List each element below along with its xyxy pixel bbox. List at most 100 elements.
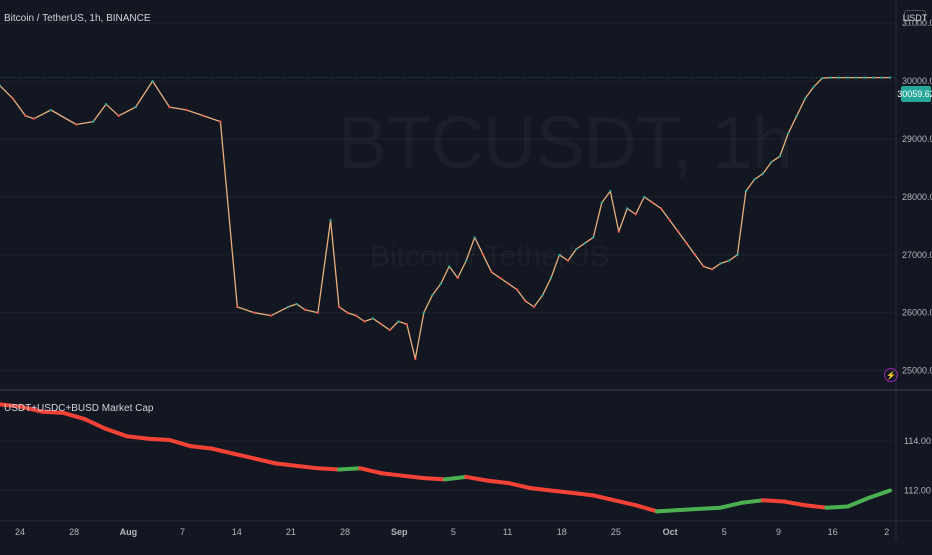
price-point xyxy=(727,259,731,262)
price-point xyxy=(634,213,637,216)
x-tick-label: 9 xyxy=(776,527,781,537)
price-point xyxy=(719,262,722,265)
price-point xyxy=(642,195,646,199)
indicator-segment xyxy=(358,466,384,476)
price-point xyxy=(490,270,493,274)
price-point xyxy=(11,97,14,100)
price-point xyxy=(829,76,832,79)
x-tick-label: 7 xyxy=(180,527,185,537)
indicator-segment xyxy=(506,481,532,490)
price-point xyxy=(498,276,502,280)
price-point xyxy=(659,207,663,210)
price-point xyxy=(456,276,459,280)
price-point xyxy=(804,97,807,100)
price-point xyxy=(558,253,561,257)
indicator-segment xyxy=(485,478,511,486)
main-y-tick-label: 27000.00 xyxy=(902,250,932,260)
price-point xyxy=(778,155,782,158)
price-point xyxy=(422,311,426,314)
indicator-title[interactable]: USDT+USDC+BUSD Market Cap xyxy=(4,403,154,414)
price-point xyxy=(820,76,824,80)
price-point xyxy=(329,218,332,222)
price-point xyxy=(75,123,78,126)
price-point xyxy=(744,189,748,193)
price-point xyxy=(24,114,27,118)
price-point xyxy=(464,259,468,262)
price-point xyxy=(609,189,612,193)
price-point xyxy=(880,76,883,79)
last-price-tag: 30059.62 xyxy=(897,86,932,102)
indicator-segment xyxy=(591,493,617,503)
price-point xyxy=(371,317,375,320)
indicator-segment xyxy=(273,461,299,468)
price-point xyxy=(770,160,773,164)
x-tick-label: 16 xyxy=(828,527,838,537)
indicator-y-tick-label: 112.00 xyxy=(904,485,931,495)
indicator-segment xyxy=(0,402,24,409)
price-point xyxy=(795,114,798,118)
price-point xyxy=(253,311,256,314)
indicator-segment xyxy=(782,499,808,508)
price-point xyxy=(448,265,451,268)
chart-title[interactable]: Bitcoin / TetherUS, 1h, BINANCE xyxy=(4,13,151,24)
price-point xyxy=(286,305,290,309)
price-point xyxy=(397,320,400,323)
currency-badge[interactable]: USDT xyxy=(903,10,927,26)
price-point xyxy=(854,76,858,79)
price-point xyxy=(685,242,688,245)
price-point xyxy=(710,268,714,271)
price-point xyxy=(668,218,671,222)
price-point xyxy=(871,76,875,79)
x-tick-label: 18 xyxy=(557,527,567,537)
indicator-segment xyxy=(125,434,151,441)
lightning-bolt-icon[interactable]: ⚡ xyxy=(884,368,898,382)
x-tick-label: 28 xyxy=(340,527,350,537)
indicator-segment xyxy=(697,505,723,511)
price-point xyxy=(541,294,544,297)
price-point xyxy=(473,236,476,239)
indicator-segment xyxy=(252,456,278,466)
price-point xyxy=(202,114,205,118)
main-y-tick-label: 25000.00 xyxy=(902,366,932,376)
x-tick-label: 2 xyxy=(884,527,889,537)
price-point xyxy=(185,108,188,112)
watermark-description: Bitcoin / TetherUS xyxy=(370,240,610,274)
x-tick-label: 28 xyxy=(69,527,79,537)
price-point xyxy=(888,76,892,79)
price-point xyxy=(117,114,120,118)
indicator-segment xyxy=(570,490,596,498)
price-point xyxy=(600,201,604,204)
x-tick-label: 5 xyxy=(722,527,727,537)
price-point xyxy=(549,276,553,280)
price-point xyxy=(583,242,587,245)
x-tick-label: 25 xyxy=(611,527,621,537)
price-point xyxy=(295,302,298,306)
main-y-tick-label: 29000.00 xyxy=(902,134,932,144)
indicator-segment xyxy=(19,404,45,414)
indicator-segment xyxy=(209,446,236,456)
price-point xyxy=(134,105,137,109)
price-point xyxy=(380,323,383,326)
price-point xyxy=(846,76,849,79)
price-point xyxy=(524,299,527,303)
indicator-segment xyxy=(421,476,447,482)
indicator-segment xyxy=(803,503,829,510)
main-y-tick-label: 26000.00 xyxy=(902,308,932,318)
price-point xyxy=(693,253,697,257)
price-point xyxy=(337,305,341,309)
x-tick-label: 14 xyxy=(232,527,242,537)
x-tick-label: Sep xyxy=(391,527,408,537)
price-point xyxy=(676,230,680,233)
indicator-segment xyxy=(167,438,193,449)
price-point xyxy=(863,76,866,79)
price-point xyxy=(32,117,36,120)
price-point xyxy=(753,178,756,181)
indicator-segment xyxy=(760,498,787,504)
indicator-segment xyxy=(845,495,871,509)
x-tick-label: 24 xyxy=(15,527,25,537)
price-point xyxy=(439,282,442,285)
indicator-segment xyxy=(866,488,892,500)
price-point xyxy=(354,314,358,317)
